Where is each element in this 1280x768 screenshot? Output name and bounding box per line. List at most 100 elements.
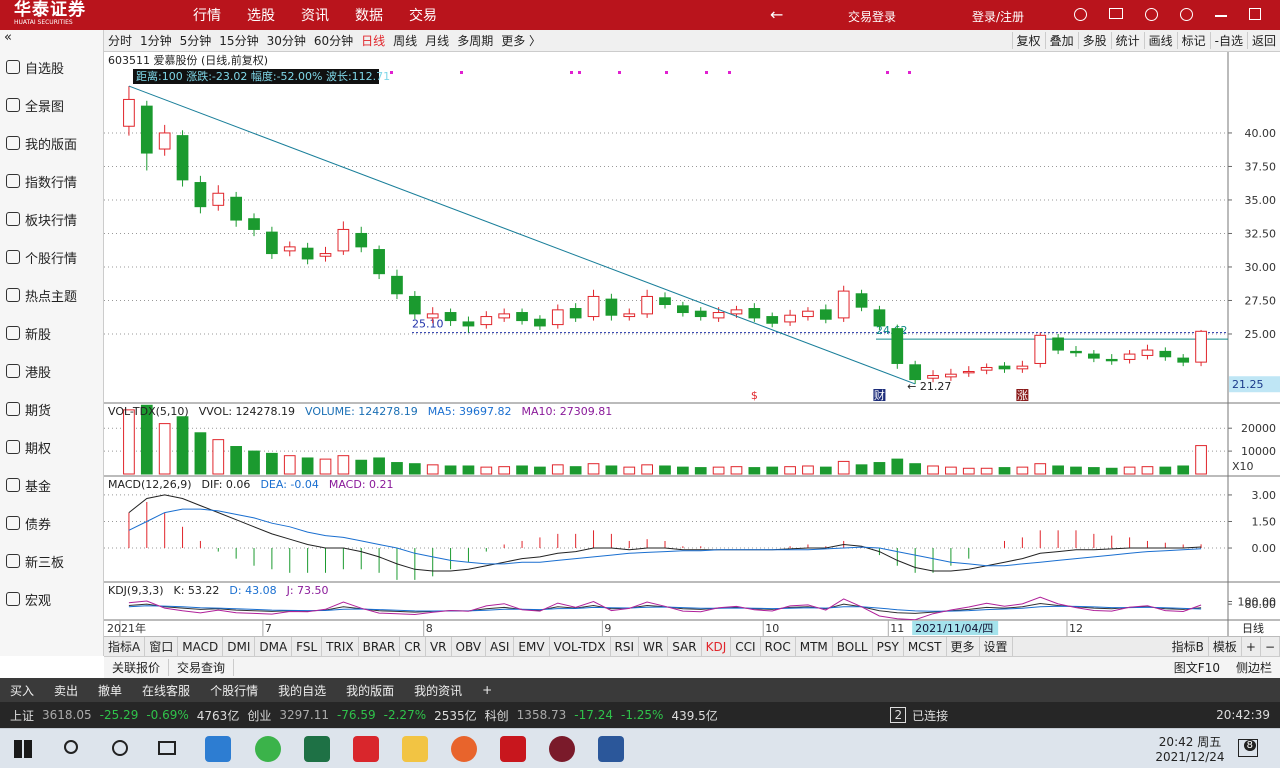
trade-button[interactable]: 我的自选	[278, 683, 327, 698]
task-view[interactable]	[158, 741, 176, 755]
indicator-tab[interactable]: MCST	[904, 636, 947, 657]
bottom-button[interactable]: 侧边栏	[1235, 661, 1272, 675]
indicator-button[interactable]: −	[1261, 636, 1280, 657]
sidebar-item[interactable]: 基金	[0, 466, 103, 504]
sidebar-item[interactable]: 板块行情	[0, 200, 103, 238]
sidebar-item[interactable]: 自选股	[0, 48, 103, 86]
indicator-tab[interactable]: 设置	[980, 636, 1013, 657]
sidebar-item[interactable]: 全景图	[0, 86, 103, 124]
period-tab[interactable]: 日线	[361, 34, 386, 48]
sidebar-item[interactable]: 新三板	[0, 542, 103, 580]
indicator-tab[interactable]: CCI	[731, 636, 761, 657]
maximize[interactable]	[1249, 8, 1261, 20]
sidebar-item[interactable]: 期权	[0, 428, 103, 466]
sidebar-item[interactable]: 个股行情	[0, 238, 103, 276]
indicator-tab[interactable]: EMV	[514, 636, 550, 657]
trade-button[interactable]: +	[482, 683, 493, 697]
sidebar-item[interactable]: 热点主题	[0, 276, 103, 314]
trade-button[interactable]: 卖出	[54, 683, 79, 698]
period-tab[interactable]: 5分钟	[179, 34, 212, 48]
indicator-tab[interactable]: 更多	[947, 636, 980, 657]
period-tab[interactable]: 月线	[425, 34, 450, 48]
bottom-tab[interactable]: 关联报价	[104, 659, 170, 676]
period-tab[interactable]: 周线	[393, 34, 418, 48]
icon[interactable]	[1180, 8, 1193, 21]
indicator-tab[interactable]: 指标A	[104, 636, 146, 657]
indicator-tab[interactable]: DMA	[255, 636, 293, 657]
indicator-tab[interactable]: 窗口	[145, 636, 179, 657]
indicator-tab[interactable]: CR	[400, 636, 426, 657]
nav-item[interactable]: 选股	[247, 8, 275, 24]
indicator-tab[interactable]: TRIX	[322, 636, 359, 657]
trade-button[interactable]: 在线客服	[142, 683, 191, 698]
trade-button[interactable]: 买入	[10, 683, 35, 698]
period-tab[interactable]: 30分钟	[266, 34, 306, 48]
app-icon[interactable]	[304, 736, 330, 762]
indicator-tab[interactable]: SAR	[668, 636, 702, 657]
trade-login[interactable]: 交易登录	[848, 10, 897, 24]
app-icon[interactable]	[500, 736, 526, 762]
indicator-tab[interactable]: MACD	[178, 636, 224, 657]
notifications[interactable]: 8	[1238, 739, 1258, 757]
search[interactable]	[64, 740, 78, 754]
tool-button[interactable]: 多股	[1077, 32, 1111, 49]
tool-button[interactable]: 标记	[1176, 32, 1210, 49]
nav-item[interactable]: 行情	[193, 8, 221, 24]
sidebar-toggle[interactable]: «	[4, 30, 12, 45]
icon[interactable]	[1145, 8, 1158, 21]
indicator-button[interactable]: 指标B	[1168, 636, 1209, 657]
cortana[interactable]	[112, 740, 128, 756]
tool-button[interactable]: -自选	[1209, 32, 1247, 49]
nav-item[interactable]: 数据	[355, 8, 383, 24]
tool-button[interactable]: 复权	[1011, 32, 1045, 49]
indicator-tab[interactable]: PSY	[873, 636, 904, 657]
indicator-tab[interactable]: MTM	[796, 636, 833, 657]
sidebar-item[interactable]: 指数行情	[0, 162, 103, 200]
indicator-tab[interactable]: VR	[426, 636, 452, 657]
back-button[interactable]: ←	[770, 5, 784, 24]
icon[interactable]	[1074, 8, 1087, 21]
tool-button[interactable]: 叠加	[1044, 32, 1078, 49]
sidebar-item[interactable]: 期货	[0, 390, 103, 428]
sidebar-item[interactable]: 新股	[0, 314, 103, 352]
indicator-button[interactable]: 模板	[1209, 636, 1242, 657]
bottom-button[interactable]: 图文F10	[1173, 661, 1220, 675]
tool-button[interactable]: 返回	[1246, 32, 1280, 49]
nav-item[interactable]: 资讯	[301, 8, 329, 24]
tool-button[interactable]: 统计	[1110, 32, 1144, 49]
tool-button[interactable]: 画线	[1143, 32, 1177, 49]
app-icon[interactable]	[402, 736, 428, 762]
login[interactable]: 登录/注册	[972, 10, 1025, 24]
indicator-tab[interactable]: VOL-TDX	[550, 636, 611, 657]
app-icon[interactable]	[549, 736, 575, 762]
indicator-tab[interactable]: DMI	[223, 636, 256, 657]
trade-button[interactable]: 我的版面	[346, 683, 395, 698]
app-icon[interactable]	[353, 736, 379, 762]
indicator-tab[interactable]: RSI	[611, 636, 640, 657]
indicator-tab[interactable]: ROC	[761, 636, 796, 657]
indicator-tab[interactable]: KDJ	[702, 636, 732, 657]
sidebar-item[interactable]: 债券	[0, 504, 103, 542]
sidebar-item[interactable]: 港股	[0, 352, 103, 390]
indicator-tab[interactable]: OBV	[452, 636, 487, 657]
icon[interactable]	[1109, 8, 1123, 19]
trade-button[interactable]: 个股行情	[210, 683, 259, 698]
indicator-tab[interactable]: FSL	[292, 636, 323, 657]
minimize[interactable]	[1215, 15, 1227, 17]
trade-button[interactable]: 撤单	[98, 683, 123, 698]
period-tab[interactable]: 15分钟	[219, 34, 259, 48]
app-icon[interactable]	[598, 736, 624, 762]
period-tab[interactable]: 60分钟	[313, 34, 354, 48]
indicator-button[interactable]: +	[1242, 636, 1261, 657]
period-tab[interactable]: 分时	[108, 34, 133, 48]
indicator-tab[interactable]: WR	[639, 636, 669, 657]
app-icon[interactable]	[205, 736, 231, 762]
logo[interactable]: 华泰证券 HUATAI SECURITIES	[14, 2, 118, 28]
period-tab[interactable]: 更多 〉	[501, 34, 542, 48]
sidebar-item[interactable]: 我的版面	[0, 124, 103, 162]
trade-button[interactable]: 我的资讯	[414, 683, 463, 698]
bottom-tab[interactable]: 交易查询	[169, 659, 235, 676]
app-icon[interactable]	[255, 736, 281, 762]
app-icon[interactable]	[451, 736, 477, 762]
indicator-tab[interactable]: BOLL	[833, 636, 873, 657]
